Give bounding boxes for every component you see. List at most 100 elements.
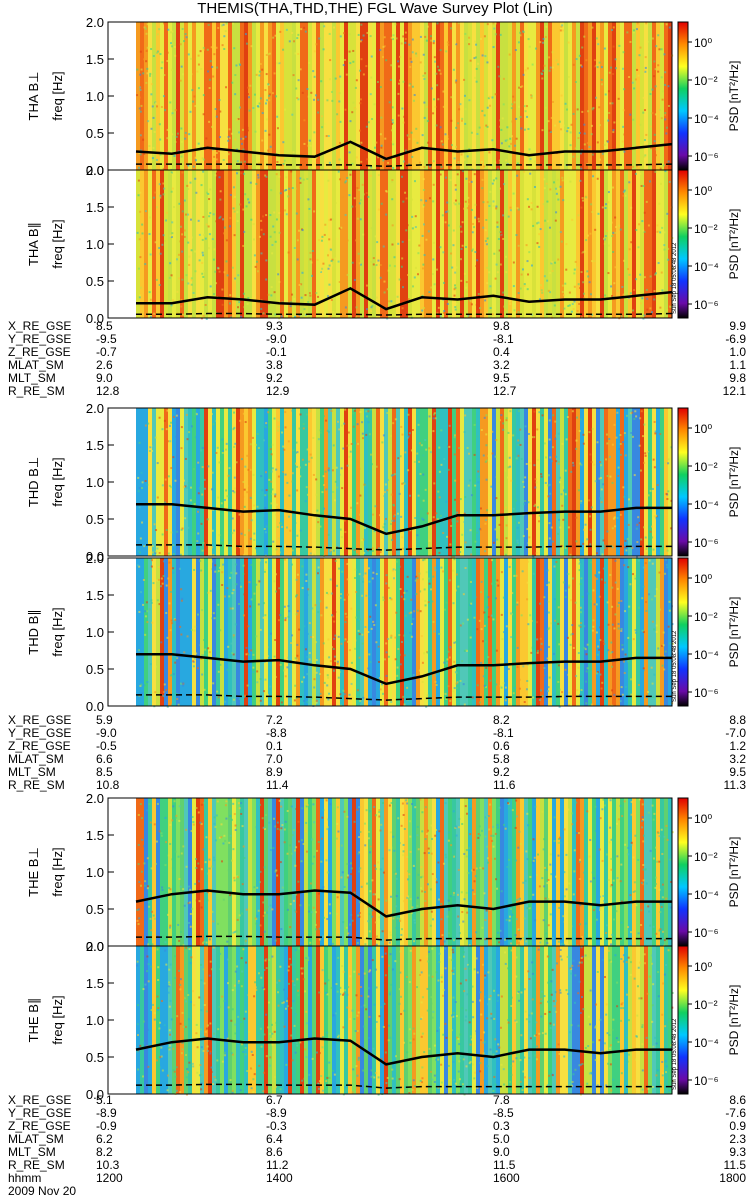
spectrogram-speckle bbox=[228, 595, 231, 598]
spectrogram-speckle bbox=[530, 96, 533, 99]
spectrogram-speckle bbox=[390, 493, 393, 496]
spectrogram-speckle bbox=[474, 596, 477, 599]
spectrogram-speckle bbox=[373, 530, 376, 533]
spectrogram-speckle bbox=[299, 529, 302, 532]
spectrogram-speckle bbox=[139, 191, 142, 194]
spectrogram-speckle bbox=[154, 191, 157, 194]
spectrogram-speckle bbox=[359, 867, 362, 870]
spectrogram-speckle bbox=[234, 442, 237, 445]
spectrogram-speckle bbox=[148, 291, 151, 294]
spectrogram-speckle bbox=[264, 633, 267, 636]
spectrogram-speckle bbox=[236, 211, 239, 214]
spectrogram-speckle bbox=[488, 95, 491, 98]
spectrogram-speckle bbox=[370, 310, 373, 313]
spectrogram-speckle bbox=[482, 226, 485, 229]
spectrogram-speckle bbox=[344, 638, 347, 641]
spectrogram-speckle bbox=[257, 161, 260, 164]
spectrogram-speckle bbox=[309, 294, 312, 297]
spectrogram-speckle bbox=[318, 37, 321, 40]
spectrogram-speckle bbox=[358, 618, 361, 621]
spectrogram-column bbox=[300, 408, 305, 556]
spectrogram-speckle bbox=[547, 474, 550, 477]
spectrogram-speckle bbox=[638, 798, 641, 801]
spectrogram-speckle bbox=[163, 419, 166, 422]
spectrogram-speckle bbox=[455, 687, 458, 690]
spectrogram-speckle bbox=[315, 493, 318, 496]
spectrogram-speckle bbox=[670, 446, 673, 449]
spectrogram-speckle bbox=[213, 53, 216, 56]
spectrogram-speckle bbox=[214, 270, 217, 273]
spectrogram-speckle bbox=[264, 102, 267, 105]
spectrogram-speckle bbox=[433, 283, 436, 286]
spectrogram-speckle bbox=[172, 567, 175, 570]
spectrogram-speckle bbox=[532, 838, 535, 841]
spectrogram-speckle bbox=[362, 696, 365, 699]
spectrogram-speckle bbox=[623, 432, 626, 435]
spectrogram-speckle bbox=[167, 577, 170, 580]
spectrogram-column bbox=[332, 408, 337, 556]
spectrogram-speckle bbox=[396, 891, 399, 894]
spectrogram-speckle bbox=[201, 238, 204, 241]
spectrogram-column bbox=[524, 408, 529, 556]
spectrogram-speckle bbox=[195, 436, 198, 439]
spectrogram-speckle bbox=[214, 174, 217, 177]
spectrogram-speckle bbox=[144, 424, 147, 427]
spectrogram-speckle bbox=[378, 815, 381, 818]
spectrogram-speckle bbox=[571, 303, 574, 306]
spectrogram-speckle bbox=[622, 486, 625, 489]
spectrogram-speckle bbox=[306, 701, 309, 704]
spectrogram-speckle bbox=[344, 58, 347, 61]
spectrogram-column bbox=[352, 170, 357, 318]
spectrogram-speckle bbox=[565, 268, 568, 271]
spectrogram-column bbox=[608, 408, 613, 556]
spectrogram-column bbox=[176, 798, 181, 946]
spectrogram-speckle bbox=[391, 121, 394, 124]
spectrogram-speckle bbox=[334, 610, 337, 613]
spectrogram-speckle bbox=[446, 135, 449, 138]
spectrogram-column bbox=[592, 558, 597, 706]
spectrogram-speckle bbox=[595, 37, 598, 40]
spectrogram-speckle bbox=[588, 855, 591, 858]
spectrogram-speckle bbox=[449, 699, 452, 702]
spectrogram-speckle bbox=[463, 207, 466, 210]
spectrogram-speckle bbox=[136, 919, 139, 922]
spectrogram-speckle bbox=[659, 433, 662, 436]
spectrogram-column bbox=[320, 558, 325, 706]
spectrogram-column bbox=[364, 408, 369, 556]
spectrogram-speckle bbox=[327, 593, 330, 596]
spectrogram-speckle bbox=[374, 235, 377, 238]
spectrogram-column bbox=[588, 558, 593, 706]
spectrogram-speckle bbox=[432, 40, 435, 43]
spectrogram-speckle bbox=[207, 647, 210, 650]
spectrogram-column bbox=[236, 798, 241, 946]
spectrogram-column bbox=[232, 22, 237, 170]
spectrogram-speckle bbox=[346, 578, 349, 581]
spectrogram-column bbox=[204, 22, 209, 170]
spectrogram-speckle bbox=[292, 151, 295, 154]
spectrogram-speckle bbox=[527, 432, 530, 435]
spectrogram-speckle bbox=[309, 258, 312, 261]
spectrogram-speckle bbox=[466, 446, 469, 449]
spectrogram-speckle bbox=[524, 425, 527, 428]
spectrogram-speckle bbox=[212, 75, 215, 78]
spectrogram-speckle bbox=[528, 205, 531, 208]
spectrogram-speckle bbox=[211, 125, 214, 128]
spectrogram-speckle bbox=[553, 598, 556, 601]
spectrogram-speckle bbox=[340, 593, 343, 596]
spectrogram-speckle bbox=[393, 903, 396, 906]
spectrogram-speckle bbox=[637, 559, 640, 562]
spectrogram-speckle bbox=[243, 593, 246, 596]
spectrogram-speckle bbox=[222, 563, 225, 566]
spectrogram-speckle bbox=[431, 273, 434, 276]
spectrogram-speckle bbox=[605, 203, 608, 206]
spectrogram-speckle bbox=[455, 825, 458, 828]
spectrogram-speckle bbox=[609, 573, 612, 576]
spectrogram-speckle bbox=[635, 904, 638, 907]
spectrogram-column bbox=[472, 558, 477, 706]
spectrogram-speckle bbox=[191, 907, 194, 910]
spectrogram-speckle bbox=[538, 698, 541, 701]
spectrogram-speckle bbox=[394, 418, 397, 421]
spectrogram-speckle bbox=[393, 265, 396, 268]
spectrogram-speckle bbox=[376, 935, 379, 938]
spectrogram-speckle bbox=[225, 86, 228, 89]
